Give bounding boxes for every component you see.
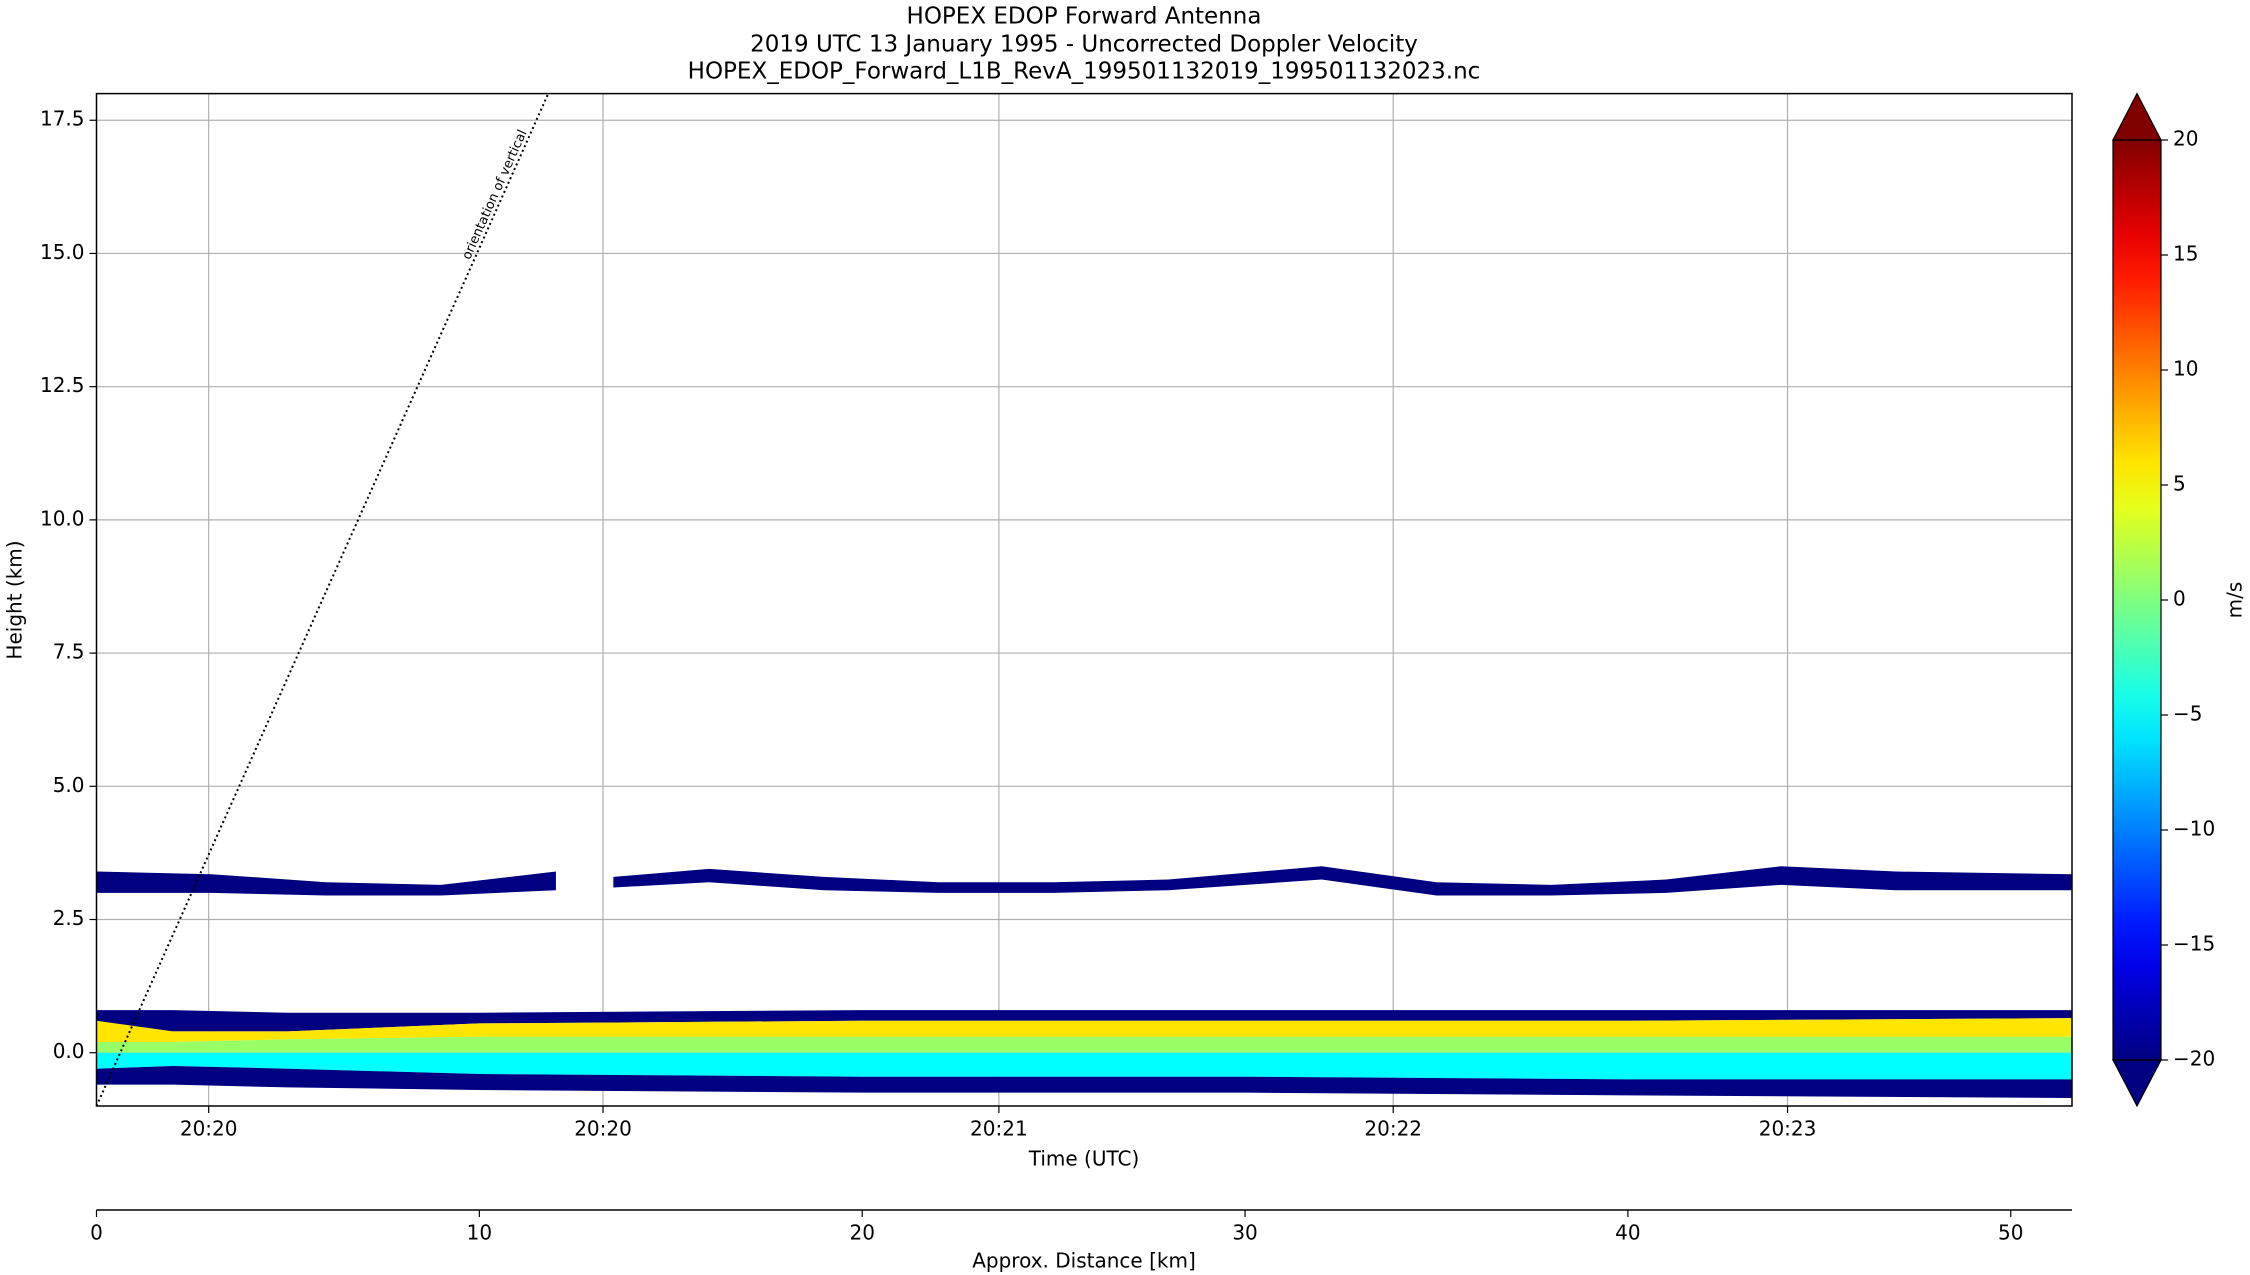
chart-source: HOPEX_EDOP_Forward_L1B_RevA_199501132019… [688,59,1481,85]
y-tick-label: 10.0 [40,506,85,530]
colorbar-tick-label: −5 [2173,702,2202,726]
echo-layer [96,1010,2072,1037]
echo-layer [96,1018,2072,1043]
y-tick-label: 17.5 [40,107,85,131]
y-tick-label: 5.0 [53,773,85,797]
x2-tick-label: 50 [1998,1221,2023,1245]
chart-title: HOPEX EDOP Forward Antenna [907,4,1262,30]
colorbar [2113,140,2161,1060]
y-tick-label: 7.5 [53,640,85,664]
x2-tick-label: 40 [1615,1221,1640,1245]
x2-axis-label: Approx. Distance [km] [972,1249,1196,1273]
x2-tick-label: 30 [1232,1221,1257,1245]
x2-tick-label: 0 [90,1221,103,1245]
colorbar-label: m/s [2223,582,2247,619]
y-tick-label: 15.0 [40,240,85,264]
colorbar-tick-label: 5 [2173,472,2186,496]
y-tick-label: 2.5 [53,906,85,930]
colorbar-tick-label: 15 [2173,242,2198,266]
x-tick-label: 20:20 [180,1117,238,1141]
colorbar-tick-label: 0 [2173,587,2186,611]
x-tick-label: 20:20 [574,1117,632,1141]
x-tick-label: 20:23 [1759,1117,1817,1141]
colorbar-tick-label: −15 [2173,932,2215,956]
colorbar-tick-label: 10 [2173,357,2198,381]
colorbar-tick-label: 20 [2173,127,2198,151]
x2-tick-label: 10 [467,1221,492,1245]
y-axis-label: Height (km) [3,540,27,659]
x-axis-label: Time (UTC) [1028,1147,1140,1171]
echo-layer [96,1066,2072,1099]
x-tick-label: 20:22 [1364,1117,1422,1141]
y-tick-label: 0.0 [53,1039,85,1063]
echo-layer [96,1036,2072,1053]
x-tick-label: 20:21 [970,1117,1028,1141]
colorbar-tick-label: −20 [2173,1047,2215,1071]
colorbar-tick-label: −10 [2173,817,2215,841]
echo-layer [96,871,556,896]
x2-tick-label: 20 [849,1221,874,1245]
plot-frame [95,92,2073,1107]
echo-layer [96,1052,2072,1080]
echo-layer [613,866,2072,896]
chart-subtitle: 2019 UTC 13 January 1995 - Uncorrected D… [750,32,1418,58]
plot-layers [96,866,2072,1099]
y-tick-label: 12.5 [40,373,85,397]
